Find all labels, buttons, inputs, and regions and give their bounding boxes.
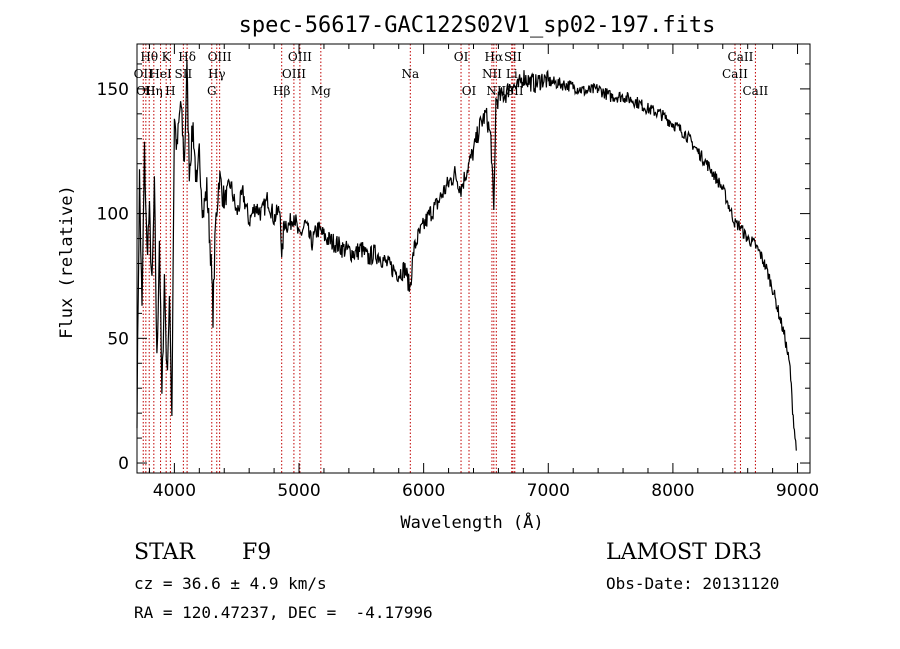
- line-marker-label: Li: [506, 67, 518, 81]
- x-tick-label: 7000: [527, 481, 570, 501]
- spectrum-line: [136, 60, 797, 451]
- survey-release: LAMOST DR3: [606, 540, 762, 565]
- line-marker-label: Hθ: [140, 50, 158, 64]
- plot-frame: [136, 43, 811, 474]
- line-marker-label: OIII: [282, 67, 306, 81]
- line-marker-label: OIII: [208, 50, 232, 64]
- observation-date: Obs-Date: 20131120: [606, 574, 780, 593]
- line-labels: OIIOIIHθHηHeIKHSIIHδGHγOIIIHβOIIIOIIIMgN…: [134, 50, 769, 98]
- x-tick-label: 8000: [651, 481, 694, 501]
- x-tick-label: 4000: [153, 481, 196, 501]
- y-tick-label: 150: [97, 80, 129, 100]
- x-tick-label: 6000: [402, 481, 445, 501]
- line-marker-label: OII: [134, 67, 154, 81]
- line-marker-label: OI: [454, 50, 469, 64]
- y-tick-label: 50: [107, 329, 129, 349]
- line-marker-label: NII: [482, 67, 502, 81]
- object-type: STAR: [134, 540, 195, 565]
- chart-title: spec-56617-GAC122S02V1_sp02-197.fits: [239, 13, 716, 38]
- line-marker-label: K: [162, 50, 172, 64]
- line-marker-label: Na: [401, 67, 419, 81]
- x-tick-label: 5000: [277, 481, 320, 501]
- line-marker-label: Hα: [485, 50, 504, 64]
- spectrum-chart: spec-56617-GAC122S02V1_sp02-197.fits OII…: [57, 13, 819, 533]
- line-marker-label: Hη: [145, 84, 163, 98]
- line-marker-label: H: [165, 84, 175, 98]
- line-marker-label: Hγ: [208, 67, 226, 81]
- x-axis-ticks: 4000 5000 6000 7000 8000 9000: [148, 44, 819, 501]
- y-axis-ticks: 0 50 100 150: [97, 63, 810, 474]
- line-marker-label: OII: [136, 84, 156, 98]
- line-marker-label: Mg: [311, 84, 331, 98]
- line-marker-label: CaII: [742, 84, 768, 98]
- x-axis-label: Wavelength (Å): [400, 511, 543, 533]
- line-marker-label: OIII: [288, 50, 312, 64]
- y-axis-label: Flux (relative): [57, 185, 77, 339]
- line-marker-label: OI: [462, 84, 477, 98]
- y-tick-label: 0: [118, 454, 129, 474]
- line-marker-label: CaII: [728, 50, 754, 64]
- ra-dec-coordinates: RA = 120.47237, DEC = -4.17996: [134, 603, 433, 622]
- line-marker-label: CaII: [722, 67, 748, 81]
- line-marker-label: G: [207, 84, 217, 98]
- x-tick-label: 9000: [776, 481, 819, 501]
- line-markers: [142, 44, 756, 473]
- line-marker-label: Hβ: [273, 84, 290, 98]
- redshift-velocity: cz = 36.6 ± 4.9 km/s: [134, 574, 327, 593]
- line-marker-label: SII: [504, 50, 522, 64]
- line-marker-label: Hδ: [178, 50, 196, 64]
- line-marker-label: SII: [175, 67, 193, 81]
- y-tick-label: 100: [97, 205, 129, 225]
- line-marker-label: HeI: [149, 67, 172, 81]
- spectral-subclass: F9: [242, 540, 272, 565]
